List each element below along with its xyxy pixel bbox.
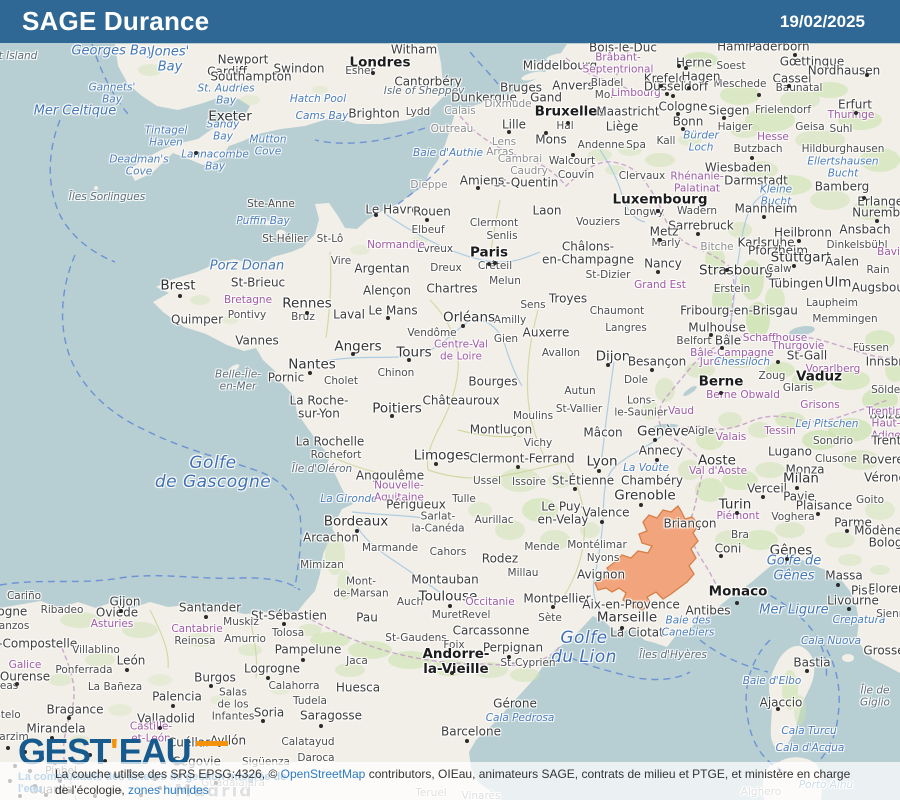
attribution-bar: La couche utilise des SRS EPSG:4326, © O… bbox=[0, 761, 900, 800]
header: SAGE Durance 19/02/2025 bbox=[0, 0, 900, 43]
logo-apostrophe: ' bbox=[110, 731, 119, 772]
forest-patches bbox=[48, 52, 900, 745]
sage-perimeter-durance[interactable] bbox=[594, 505, 700, 611]
maritime-boundaries bbox=[0, 43, 840, 771]
lakes bbox=[648, 326, 815, 435]
osm-link[interactable]: OpenStreetMap bbox=[280, 766, 366, 781]
region-borders bbox=[149, 199, 585, 679]
country-borders bbox=[61, 47, 896, 800]
attribution-text: La couche utilise des SRS EPSG:4326, © bbox=[55, 766, 281, 781]
page-title: SAGE Durance bbox=[22, 6, 210, 36]
logo-dash bbox=[196, 741, 229, 746]
attribution-text-2: contributors, OIEau, animateurs SAGE, co… bbox=[55, 766, 851, 797]
zones-humides-link[interactable]: zones humides bbox=[128, 782, 209, 797]
header-date: 19/02/2025 bbox=[779, 11, 865, 31]
